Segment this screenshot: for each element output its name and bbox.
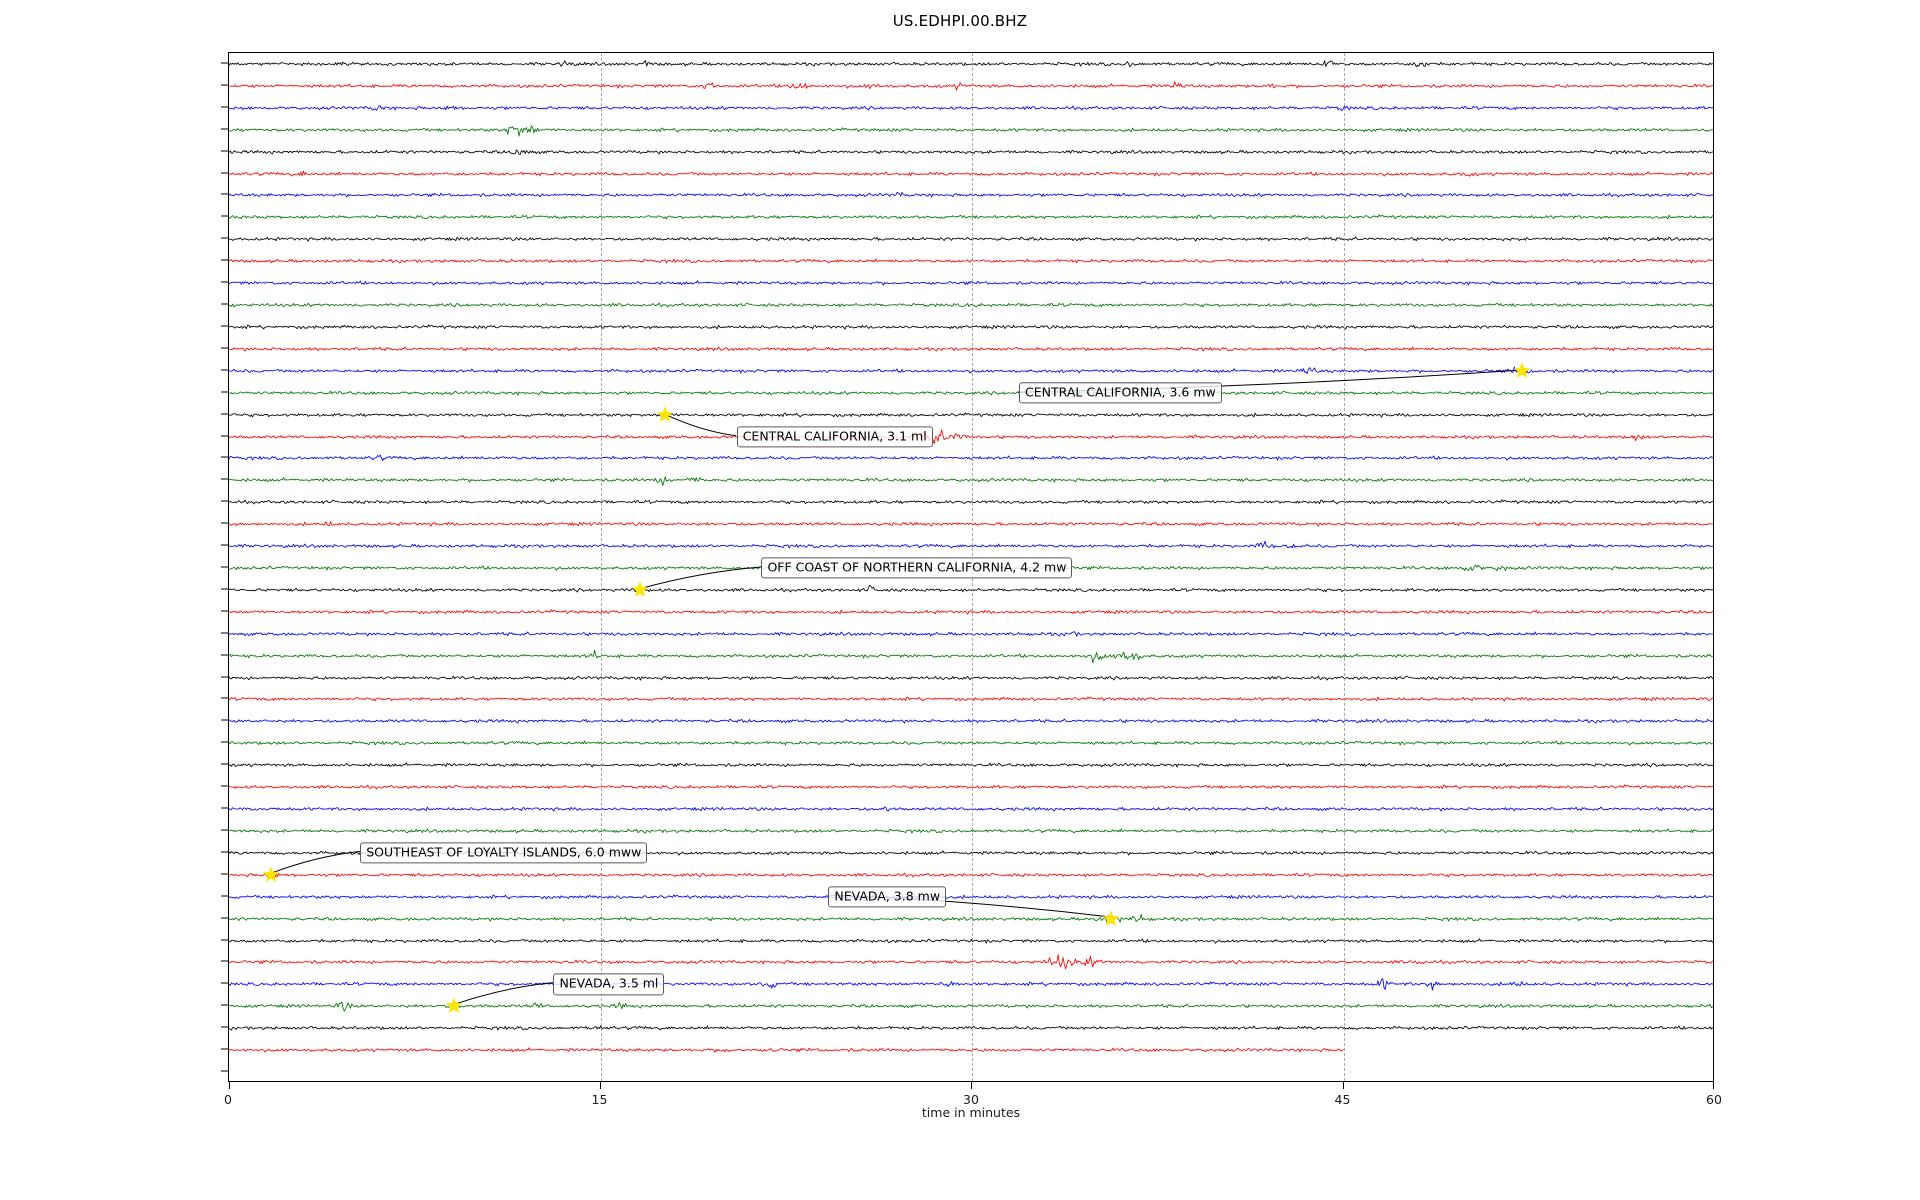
- y-tick-mark: [221, 237, 229, 239]
- event-label[interactable]: OFF COAST OF NORTHERN CALIFORNIA, 4.2 mw: [761, 557, 1073, 579]
- y-tick-mark: [221, 873, 229, 875]
- y-tick-mark: [221, 106, 229, 108]
- event-label[interactable]: CENTRAL CALIFORNIA, 3.6 mw: [1019, 381, 1222, 404]
- y-axis-labels: 00:00:0401:00:0402:00:0403:00:0404:00:04…: [0, 52, 229, 1082]
- x-tick-mark: [228, 1082, 230, 1089]
- event-label[interactable]: SOUTHEAST OF LOYALTY ISLANDS, 6.0 mww: [360, 842, 648, 864]
- event-annotations: CENTRAL CALIFORNIA, 3.6 mw CENTRAL CALIFO…: [229, 53, 1713, 1081]
- plot-area: CENTRAL CALIFORNIA, 3.6 mw CENTRAL CALIFO…: [228, 52, 1714, 1082]
- y-tick-mark: [221, 785, 229, 787]
- y-tick-mark: [221, 566, 229, 568]
- y-tick-mark: [221, 807, 229, 809]
- x-tick-label: 60: [1706, 1092, 1722, 1107]
- y-tick-mark: [221, 456, 229, 458]
- y-tick-mark: [221, 522, 229, 524]
- y-tick-mark: [221, 150, 229, 152]
- event-star-marker: [656, 405, 674, 423]
- y-tick-mark: [221, 917, 229, 919]
- y-tick-mark: [221, 763, 229, 765]
- y-tick-mark: [221, 939, 229, 941]
- x-tick-label: 15: [591, 1092, 608, 1107]
- event-star-marker: [1513, 362, 1531, 379]
- y-tick-mark: [221, 478, 229, 480]
- x-tick-mark: [1342, 1082, 1344, 1089]
- y-tick-mark: [221, 303, 229, 305]
- y-tick-mark: [221, 960, 229, 962]
- y-tick-mark: [221, 369, 229, 371]
- x-tick-mark: [1713, 1082, 1715, 1089]
- x-tick-label: 0: [224, 1092, 232, 1107]
- y-tick-mark: [221, 588, 229, 590]
- y-tick-mark: [221, 325, 229, 327]
- y-tick-mark: [221, 1026, 229, 1028]
- y-tick-mark: [221, 719, 229, 721]
- event-label[interactable]: NEVADA, 3.5 ml: [553, 973, 665, 996]
- y-tick-mark: [221, 413, 229, 415]
- y-tick-mark: [221, 347, 229, 349]
- y-tick-mark: [221, 128, 229, 130]
- y-tick-mark: [221, 1070, 229, 1072]
- y-tick-mark: [221, 435, 229, 436]
- event-star-marker: [1102, 909, 1119, 927]
- x-axis-title: time in minutes: [921, 1105, 1021, 1120]
- y-tick-mark: [221, 982, 229, 984]
- y-tick-mark: [221, 654, 229, 656]
- y-tick-mark: [221, 610, 229, 612]
- y-tick-mark: [221, 851, 229, 853]
- event-star-marker: [631, 581, 649, 598]
- y-tick-mark: [221, 172, 229, 174]
- x-axis-labels: 0 15 30 45 60: [224, 1082, 1722, 1122]
- event-label[interactable]: NEVADA, 3.8 mw: [828, 886, 947, 908]
- event-star-marker: [262, 866, 280, 883]
- y-tick-mark: [221, 391, 229, 393]
- x-tick-label: 45: [1334, 1092, 1351, 1107]
- y-tick-mark: [221, 84, 229, 86]
- y-tick-mark: [221, 215, 229, 217]
- y-tick-mark: [221, 193, 229, 195]
- waveform-trace: [229, 1037, 1713, 1063]
- y-tick-mark: [221, 697, 229, 699]
- y-tick-mark: [221, 500, 229, 502]
- x-tick-mark: [599, 1082, 601, 1089]
- y-tick-mark: [221, 259, 229, 261]
- y-tick-mark: [221, 895, 229, 897]
- y-tick-mark: [221, 281, 229, 283]
- x-tick-mark: [971, 1082, 972, 1089]
- y-tick-mark: [221, 1048, 229, 1050]
- y-tick-mark: [221, 1004, 229, 1006]
- y-tick-mark: [221, 632, 229, 634]
- y-tick-mark: [221, 62, 229, 64]
- y-tick-mark: [221, 676, 229, 678]
- event-label[interactable]: CENTRAL CALIFORNIA, 3.1 ml: [736, 425, 933, 448]
- y-tick-mark: [221, 544, 229, 546]
- page-title: US.EDHPI.00.BHZ: [892, 12, 1028, 30]
- event-star-marker: [446, 997, 463, 1015]
- y-tick-mark: [221, 829, 229, 831]
- x-tick-label: 30: [963, 1092, 979, 1107]
- y-tick-mark: [221, 741, 229, 743]
